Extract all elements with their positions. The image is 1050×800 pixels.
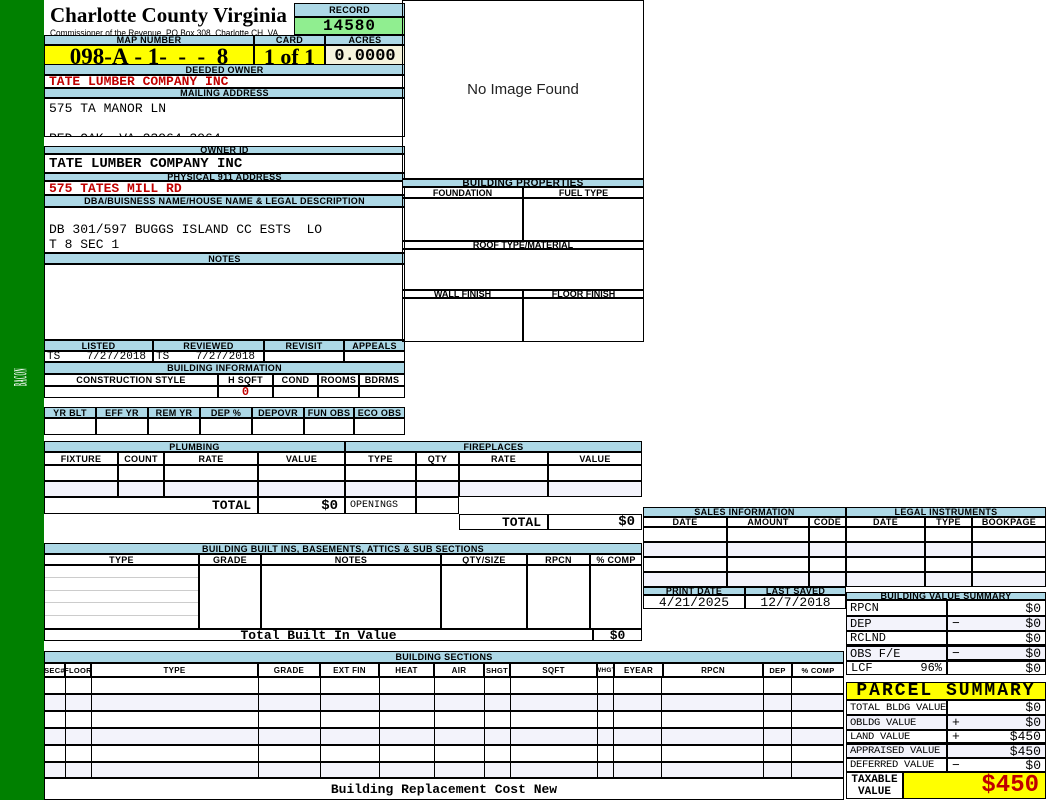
svg-text:BACON: BACON — [10, 368, 31, 386]
